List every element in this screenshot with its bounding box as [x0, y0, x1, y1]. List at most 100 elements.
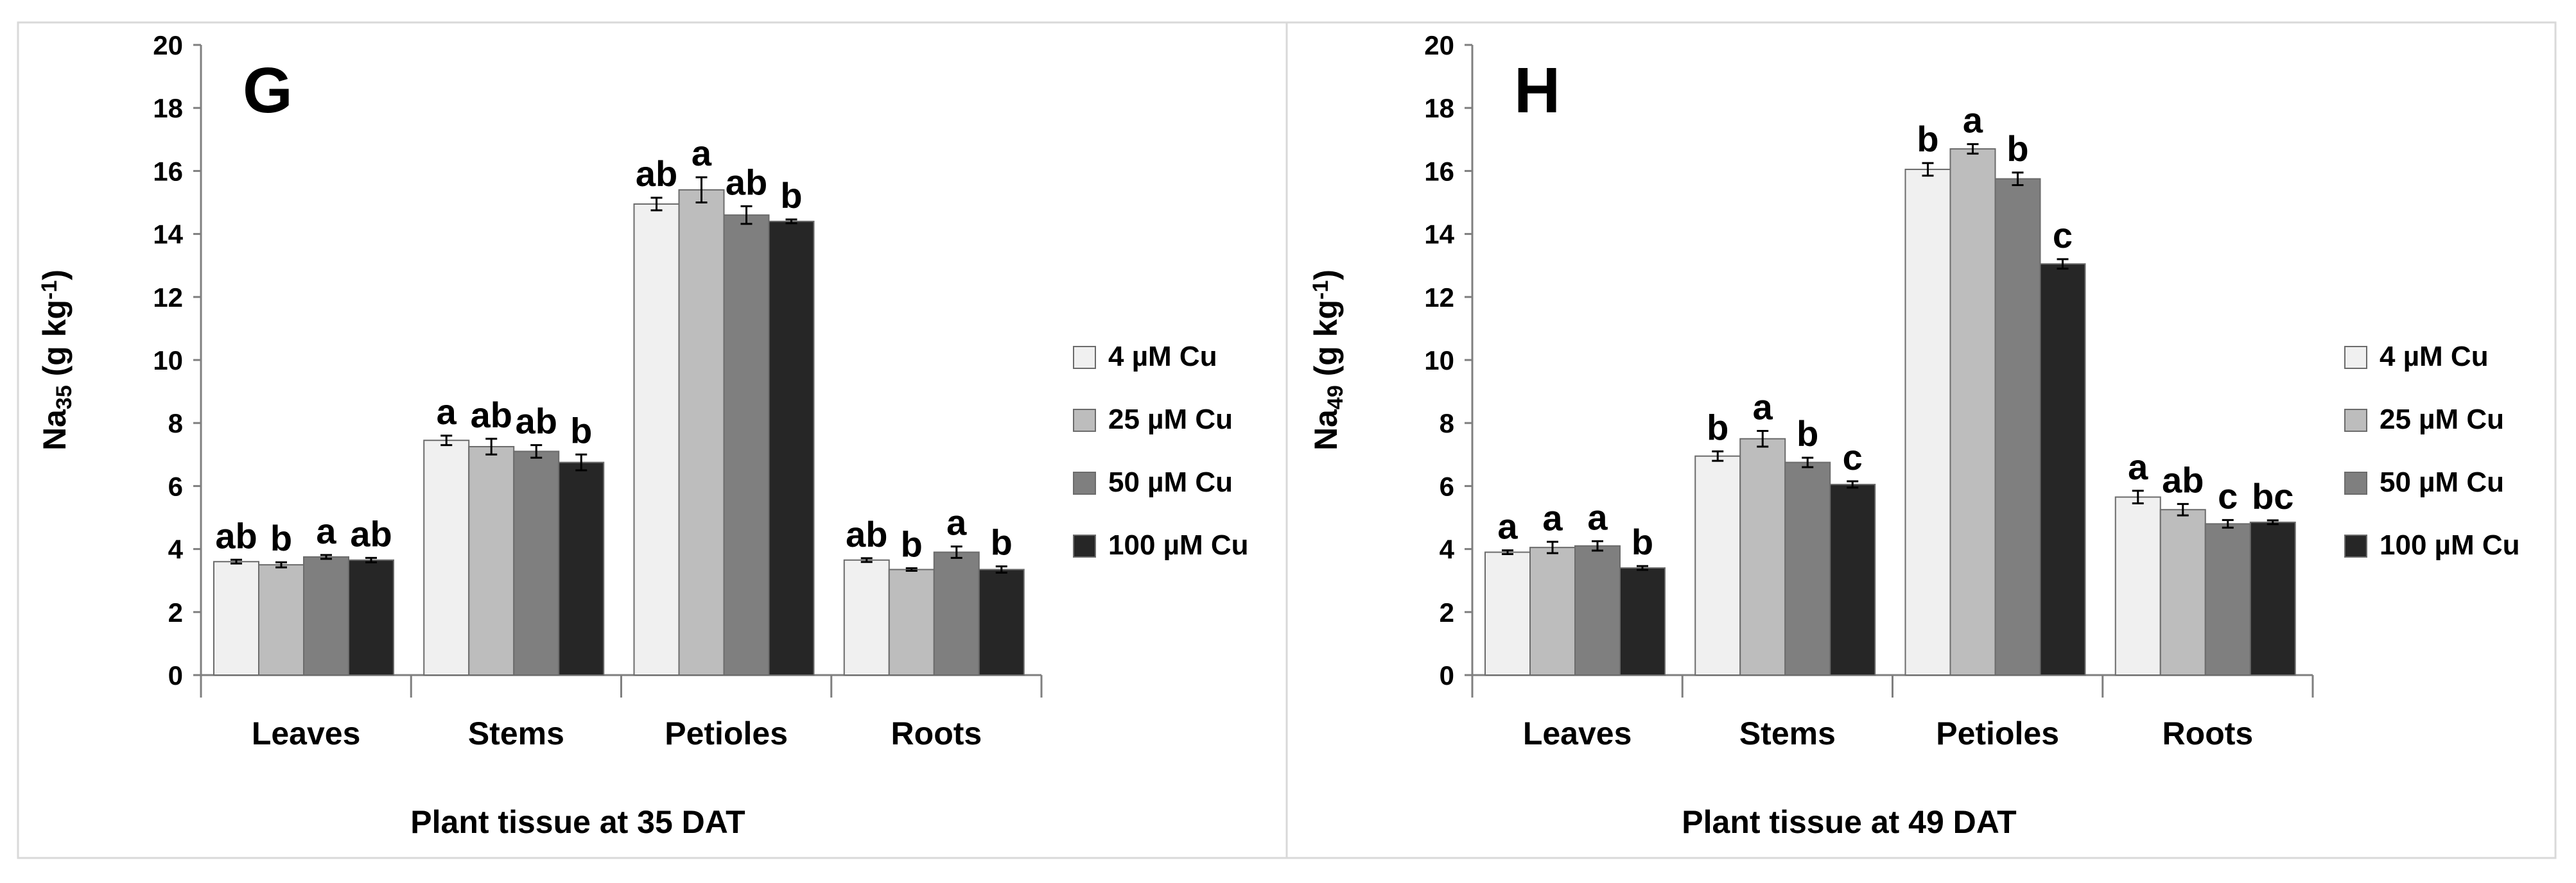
y-axis-title-superscript: -1	[37, 280, 62, 300]
significance-letter: c	[2053, 215, 2073, 255]
significance-letter: bc	[2252, 476, 2293, 517]
legend-swatch	[1073, 472, 1096, 495]
significance-letter: ab	[471, 395, 512, 435]
significance-letter: ab	[726, 162, 767, 202]
bar	[1739, 438, 1786, 676]
x-category-label: Leaves	[1523, 716, 1632, 751]
bar	[1694, 455, 1741, 676]
legend-label: 4 µM Cu	[2380, 341, 2489, 372]
significance-letter: b	[1917, 119, 1938, 159]
bar	[348, 559, 394, 676]
x-axis-title: Plant tissue at 35 DAT	[410, 804, 745, 840]
y-tick-label: 8	[1440, 408, 1454, 438]
bar	[1529, 547, 1576, 676]
bar	[2039, 263, 2086, 676]
x-category-label: Petioles	[665, 716, 788, 751]
significance-letter: b	[1797, 413, 1818, 454]
y-tick-label: 12	[153, 282, 183, 313]
significance-letter: a	[946, 502, 967, 543]
y-tick-label: 0	[168, 660, 183, 690]
significance-letter: ab	[350, 513, 392, 554]
bar	[558, 461, 605, 676]
significance-letter: b	[570, 410, 592, 450]
significance-letter: ab	[636, 153, 677, 194]
significance-letter: a	[692, 133, 712, 173]
significance-letter: b	[2006, 128, 2028, 169]
significance-letter: b	[270, 518, 292, 558]
y-axis-title-main: Na	[1308, 409, 1344, 450]
bar	[888, 569, 935, 676]
bar	[1484, 551, 1531, 676]
x-category-label: Roots	[891, 716, 982, 751]
x-category-label: Petioles	[1936, 716, 2059, 751]
bar	[633, 203, 680, 676]
y-tick-label: 6	[168, 471, 183, 501]
x-category-label: Stems	[1739, 716, 1836, 751]
y-tick-label: 2	[168, 597, 183, 628]
bar	[1949, 148, 1996, 676]
y-axis-title: Na35 (g kg-1)	[37, 270, 76, 450]
legend-swatch	[1073, 409, 1096, 432]
significance-letter: b	[991, 522, 1013, 563]
bar	[513, 450, 560, 676]
significance-letter: a	[316, 511, 336, 551]
bar	[213, 561, 259, 676]
y-axis-title-units-close: )	[1308, 270, 1344, 280]
significance-letter: a	[1497, 506, 1518, 547]
bar	[468, 446, 515, 676]
y-tick-label: 10	[1424, 345, 1454, 375]
bar	[843, 559, 890, 676]
y-tick-label: 16	[1424, 156, 1454, 186]
bar	[303, 556, 349, 676]
legend-swatch	[1073, 535, 1096, 558]
significance-letter: b	[780, 175, 802, 216]
y-axis-title-units: (g kg	[1308, 300, 1344, 385]
y-axis-title-units-close: )	[37, 270, 73, 280]
bar	[978, 569, 1025, 676]
bar	[933, 551, 980, 676]
legend-label: 100 µM Cu	[2380, 529, 2520, 561]
significance-letter: c	[1843, 437, 1863, 477]
x-category-label: Stems	[468, 716, 564, 751]
chart-panel-h: 02468101214161820abbaaaaababbcbccbcLeave…	[1308, 30, 2520, 840]
significance-letter: a	[437, 391, 457, 432]
significance-letter: c	[2218, 476, 2238, 516]
y-tick-label: 20	[153, 30, 183, 60]
y-tick-label: 6	[1440, 471, 1454, 501]
y-tick-label: 18	[1424, 93, 1454, 123]
y-axis-title-superscript: -1	[1309, 280, 1333, 300]
legend-swatch	[2344, 346, 2367, 369]
legend-label: 50 µM Cu	[2380, 467, 2504, 498]
legend-swatch	[1073, 346, 1096, 369]
y-axis-title: Na49 (g kg-1)	[1308, 270, 1348, 450]
bar	[2114, 496, 2161, 676]
legend-label: 25 µM Cu	[1108, 404, 1233, 435]
bar	[723, 214, 770, 676]
y-axis-title-main: Na	[37, 409, 73, 450]
bar	[1574, 545, 1621, 676]
bar	[2204, 523, 2251, 676]
legend-label: 50 µM Cu	[1108, 467, 1233, 498]
significance-letter: a	[1587, 497, 1608, 537]
y-axis-title-units: (g kg	[37, 300, 73, 385]
significance-letter: b	[1632, 522, 1653, 562]
y-tick-label: 2	[1440, 597, 1454, 628]
significance-letter: a	[1963, 100, 1983, 141]
y-tick-label: 20	[1424, 30, 1454, 60]
significance-letter: b	[1707, 407, 1728, 447]
y-tick-label: 4	[1440, 535, 1455, 565]
x-axis-title: Plant tissue at 49 DAT	[1682, 804, 2016, 840]
y-tick-label: 4	[168, 535, 184, 565]
significance-letter: ab	[516, 401, 557, 442]
bar	[1904, 168, 1951, 676]
legend-label: 100 µM Cu	[1108, 529, 1249, 561]
x-category-label: Roots	[2163, 716, 2254, 751]
y-tick-label: 12	[1424, 282, 1454, 313]
significance-letter: a	[2128, 447, 2148, 487]
y-axis-title-subscript: 35	[52, 385, 76, 409]
y-tick-label: 10	[153, 345, 183, 375]
significance-letter: ab	[215, 515, 257, 556]
y-tick-label: 0	[1440, 660, 1454, 690]
bar	[1784, 461, 1831, 676]
legend-label: 4 µM Cu	[1108, 341, 1217, 372]
